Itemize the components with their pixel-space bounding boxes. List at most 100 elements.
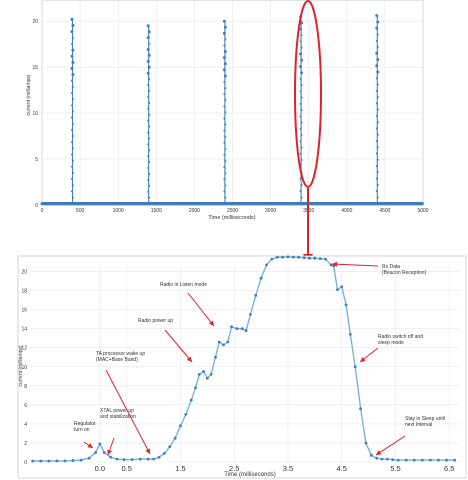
bottom-x-tick-label: 0.5 [122, 464, 132, 473]
top-spike-point [300, 71, 304, 75]
bottom-annotation-label: Stay in Sleep until next Interval [405, 416, 445, 428]
bottom-annotation-label: Radio switch off and sleep mode [378, 334, 423, 346]
bottom-series-point [138, 457, 142, 461]
top-x-tick-labels: 0500100015002000250030003500400045005000 [41, 208, 429, 214]
top-x-tick-label: 500 [76, 208, 85, 214]
bottom-series-point [217, 340, 221, 344]
top-spike-point [71, 98, 74, 101]
bottom-series-point [359, 407, 362, 411]
top-spike-point [376, 183, 379, 186]
bottom-annotation-arrowhead [332, 261, 338, 267]
bottom-series-point [209, 372, 213, 376]
bottom-series-point [420, 458, 424, 462]
top-spike-point [376, 146, 379, 149]
bottom-series-point [429, 458, 432, 462]
bottom-series-point [226, 340, 230, 344]
bottom-series-point [375, 456, 379, 460]
bottom-x-tick-label: 4.5 [337, 464, 347, 473]
top-spike-point [375, 102, 378, 105]
bottom-annotation-arrowhead [107, 449, 113, 455]
top-spike-point [223, 105, 226, 108]
top-spike-point [299, 115, 302, 118]
bottom-series-point [189, 398, 193, 402]
top-spike-point [375, 26, 379, 30]
top-spike-point [300, 96, 303, 99]
top-spike-point [148, 125, 151, 128]
top-spike-point [147, 107, 150, 110]
bottom-series-point [270, 257, 274, 261]
top-spike-point [375, 139, 378, 142]
bottom-y-tick-label: 12 [21, 346, 27, 352]
top-spike-point [299, 90, 302, 93]
top-spike-point [375, 114, 378, 117]
bottom-annotation-arrowhead [208, 320, 214, 326]
top-spike-point [223, 117, 226, 120]
top-spike-point [375, 127, 378, 130]
top-spike-point [376, 83, 379, 86]
bottom-series-point [348, 332, 352, 336]
bottom-annotations: Regulator turn on XTAL power up and stabili… [74, 261, 445, 456]
top-spike-point [148, 161, 151, 164]
top-spike-point [376, 33, 379, 36]
bottom-series-point [109, 455, 113, 459]
top-spike-point [300, 46, 303, 49]
top-spike-point [223, 141, 226, 144]
top-spike-point [148, 196, 151, 199]
bottom-series-point [453, 458, 457, 462]
bottom-series-point [235, 327, 239, 331]
top-spike-point [223, 178, 226, 181]
top-spike-point [299, 177, 302, 180]
bottom-annotation-line: Rx Data [382, 264, 400, 270]
top-spike-point [375, 77, 378, 80]
bottom-x-axis-label: Time (milliseconds) [224, 472, 275, 478]
top-x-tick-label: 1000 [113, 208, 124, 214]
top-spike-point [223, 153, 226, 156]
top-spike-point [224, 147, 227, 150]
top-spike-point [71, 184, 74, 187]
top-spike-point [70, 17, 74, 21]
bottom-annotation-label: TA processor wake up (MAC+Base Band) [96, 351, 145, 363]
top-spike-point [70, 66, 74, 70]
top-y-tick-label: 20 [32, 19, 38, 25]
bottom-series-point [308, 256, 311, 260]
top-spike-point [148, 101, 151, 104]
top-spike-point [223, 50, 227, 54]
top-spike-point [375, 39, 378, 42]
top-y-tick-label: 5 [35, 157, 38, 163]
bottom-annotation-arrowhead [145, 448, 150, 454]
top-spike-point [300, 109, 303, 112]
bottom-series-point [130, 458, 134, 462]
bottom-annotation-arrowhead [376, 450, 382, 455]
top-spike-point [147, 30, 151, 34]
top-spike-point [148, 172, 151, 175]
bottom-series-point [313, 256, 317, 260]
bottom-series-point [286, 255, 290, 259]
bottom-annotation-arrow [105, 369, 151, 455]
top-spike-point [223, 129, 226, 132]
top-y-tick-label: 15 [32, 65, 38, 71]
bottom-series-point [98, 442, 102, 446]
top-spike-point [299, 64, 303, 68]
bottom-series-point [353, 365, 357, 369]
bottom-annotation-line: TA processor wake up [96, 351, 145, 357]
top-spike-point [375, 89, 378, 92]
top-spike-point [148, 89, 151, 92]
bottom-annotation-line: and stabilization [100, 414, 136, 420]
top-spike-point [71, 122, 74, 125]
bottom-series-point [79, 458, 83, 462]
top-spike-point [376, 46, 379, 49]
bottom-series-point [396, 458, 400, 462]
top-spike-point [148, 137, 151, 140]
bottom-annotation-label: Regulator turn on [74, 421, 96, 433]
bottom-y-axis-label: current (milliamps) [18, 345, 24, 386]
top-spike-point [376, 133, 379, 136]
top-spike-point [376, 96, 379, 99]
bottom-x-tick-label: 0.0 [95, 464, 105, 473]
bottom-annotation-line: Radio power up [138, 318, 173, 324]
top-spike-point [147, 119, 150, 122]
bottom-series-point [329, 263, 333, 267]
top-spike-point [375, 14, 379, 18]
top-spike-point [376, 70, 380, 74]
top-spike-point [71, 23, 75, 27]
top-x-tick-label: 5000 [417, 208, 428, 214]
